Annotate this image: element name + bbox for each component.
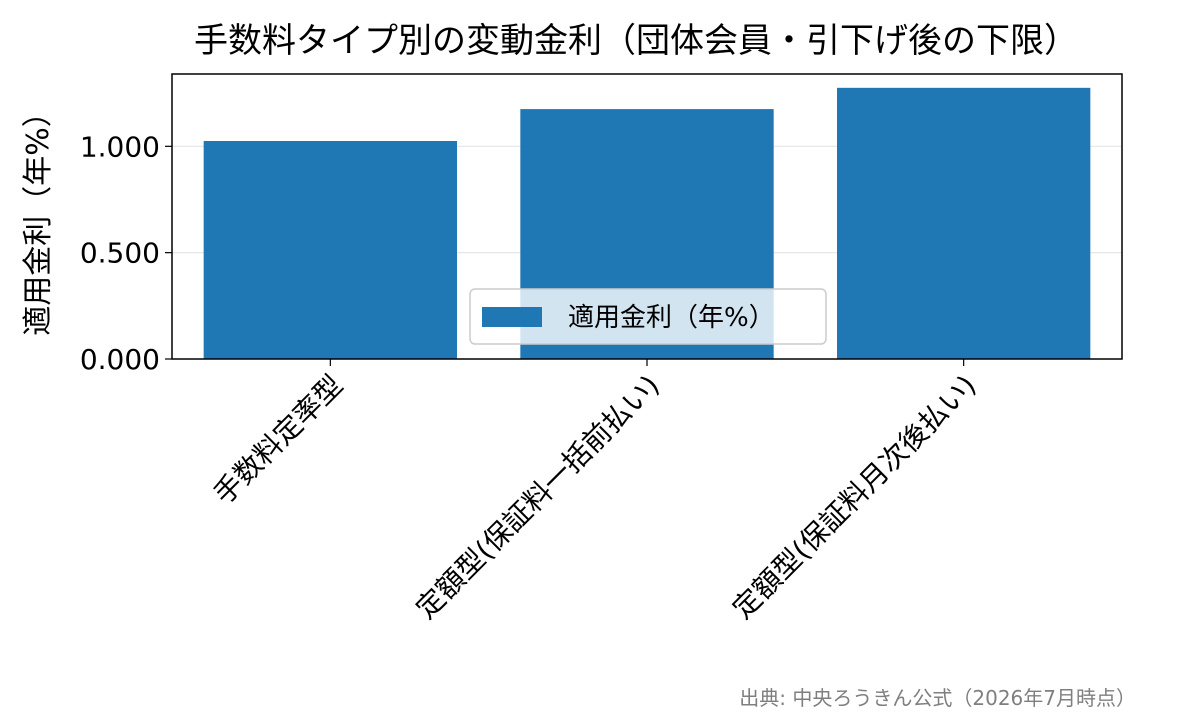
x-tick-label: 定額型(保証料月次後払い) bbox=[726, 369, 983, 626]
bar bbox=[203, 140, 457, 359]
x-tick-label: 定額型(保証料一括前払い) bbox=[409, 369, 666, 626]
legend-label: 適用金利（年%） bbox=[568, 303, 775, 333]
chart-title: 手数料タイプ別の変動金利（団体会員・引下げ後の下限） bbox=[194, 21, 1078, 61]
x-tick-label: 手数料定率型 bbox=[207, 369, 349, 511]
bar bbox=[837, 87, 1091, 360]
source-note: 出典: 中央ろうきん公式（2026年7月時点） bbox=[739, 686, 1136, 710]
y-axis-ticks: 0.000 0.500 1.000 bbox=[80, 130, 172, 376]
x-axis-ticks: 手数料定率型 定額型(保証料一括前払い) 定額型(保証料月次後払い) bbox=[207, 359, 983, 626]
legend-box bbox=[469, 288, 827, 345]
y-tick-label: 1.000 bbox=[80, 130, 160, 163]
legend-swatch bbox=[482, 307, 542, 327]
y-tick-label: 0.500 bbox=[80, 237, 160, 270]
legend: 適用金利（年%） bbox=[469, 288, 827, 345]
y-tick-label: 0.000 bbox=[80, 343, 160, 376]
bars bbox=[203, 87, 1091, 360]
y-axis-label: 適用金利（年%） bbox=[21, 97, 56, 336]
